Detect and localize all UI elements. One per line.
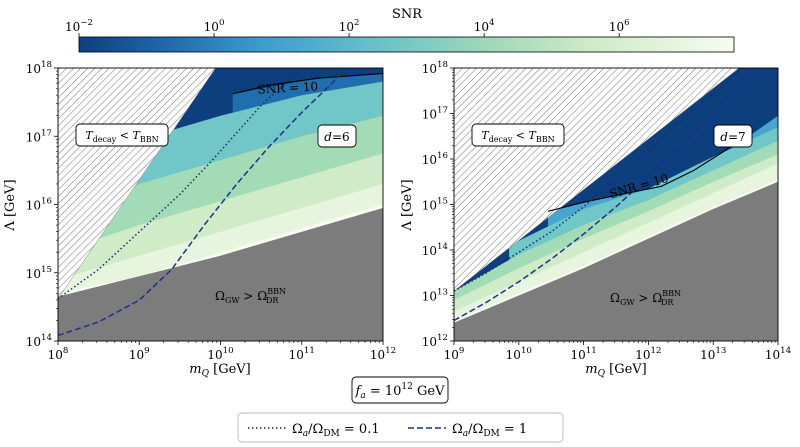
- x-tick-label: 109: [444, 346, 465, 362]
- svg-text:Tdecay < TBBN: Tdecay < TBBN: [85, 129, 158, 144]
- svg-text:Tdecay < TBBN: Tdecay < TBBN: [481, 129, 554, 144]
- colorbar-tick-label: 104: [474, 18, 495, 34]
- x-tick-label: 1012: [370, 346, 396, 362]
- legend-dashed-label: Ωa/ΩDM = 1: [452, 422, 527, 439]
- excluded-region-label: Tdecay < TBBN: [75, 123, 169, 147]
- x-tick-label: 1013: [700, 346, 726, 362]
- panel-d6: 108 109 1010 1011 1012 1014 1015 1016 1017 1018 Td…: [26, 60, 396, 362]
- x-tick-label: 1010: [506, 346, 532, 362]
- x-tick-label: 1012: [635, 346, 661, 362]
- y-tick-label: 1018: [26, 60, 52, 76]
- legend: Ωa/ΩDM = 0.1 Ωa/ΩDM = 1: [237, 412, 564, 443]
- dotted-curve-omega-0p1: [58, 68, 303, 300]
- dimension-label: d=6: [317, 124, 357, 148]
- dashed-curve-omega-1: [58, 68, 347, 337]
- ylabel-d7: Λ [GeV]: [400, 179, 415, 231]
- colorbar-title: SNR: [392, 7, 423, 22]
- y-tick-label: 1014: [422, 242, 449, 258]
- y-tick-label: 1016: [26, 197, 52, 213]
- bbn-excluded-region: [454, 181, 778, 341]
- colorbar-tick-label: 10−2: [65, 18, 93, 34]
- svg-text:Λ [GeV]: Λ [GeV]: [3, 179, 18, 231]
- svg-text:d=6: d=6: [324, 130, 349, 144]
- xlabel-d6: mQ [GeV]: [189, 362, 250, 379]
- axes-d7: 109 1010 1011 1012 1013 1014 1012 1013 1014 1015 1…: [422, 60, 792, 362]
- y-tick-label: 1014: [26, 333, 53, 349]
- snr10-contour: [547, 131, 746, 212]
- dotted-curve-omega-0p1: [454, 68, 743, 292]
- panel-d7: 109 1010 1011 1012 1013 1014 1012 1013 1014 1015 1…: [422, 60, 792, 362]
- legend-dotted-label: Ωa/ΩDM = 0.1: [292, 422, 380, 439]
- y-tick-label: 1017: [26, 128, 52, 144]
- colorbar-tick-label: 100: [204, 18, 225, 34]
- svg-text:mQ [GeV]: mQ [GeV]: [585, 362, 646, 379]
- svg-text:d=7: d=7: [720, 130, 745, 144]
- x-tick-label: 1010: [207, 346, 233, 362]
- x-tick-label: 1014: [765, 346, 792, 362]
- bbn-region-label: ΩGW > ΩBBN DR: [215, 287, 286, 305]
- y-tick-label: 1015: [422, 197, 448, 213]
- plot-area-d7: [454, 68, 778, 341]
- colorbar-tick-label: 102: [339, 18, 360, 34]
- xlabel-d7: mQ [GeV]: [585, 362, 646, 379]
- y-tick-label: 1017: [422, 106, 448, 122]
- y-tick-label: 1016: [422, 151, 448, 167]
- axes-d6: 108 109 1010 1011 1012 1014 1015 1016 1017 1018 Td…: [26, 60, 396, 362]
- snr10-contour: [232, 72, 383, 95]
- fa-label: fa = 1012 GeV: [351, 376, 449, 404]
- colorbar-ticks: 10−2 100 102 104 106: [65, 18, 630, 37]
- ylabel-d6: Λ [GeV]: [3, 179, 18, 231]
- plot-area-d6: [58, 68, 383, 341]
- svg-text:fa = 1012 GeV: fa = 1012 GeV: [355, 382, 446, 401]
- svg-text:mQ [GeV]: mQ [GeV]: [189, 362, 250, 379]
- colorbar: [78, 36, 735, 53]
- dashed-curve-omega-1: [454, 68, 753, 322]
- bbn-region-label: ΩGW > ΩBBN DR: [610, 289, 681, 307]
- svg-text:Λ [GeV]: Λ [GeV]: [400, 179, 415, 231]
- y-tick-label: 1012: [422, 333, 448, 349]
- colorbar-tick-label: 106: [609, 18, 630, 34]
- y-tick-label: 1018: [422, 60, 448, 76]
- dimension-label: d=7: [713, 124, 753, 148]
- y-tick-label: 1013: [422, 288, 448, 304]
- x-tick-label: 1011: [570, 346, 596, 362]
- x-tick-label: 108: [48, 346, 69, 362]
- x-tick-label: 1011: [289, 346, 315, 362]
- bbn-excluded-region: [58, 207, 383, 341]
- snr10-label: SNR = 10: [257, 79, 318, 96]
- x-tick-label: 109: [129, 346, 150, 362]
- y-tick-label: 1015: [26, 265, 52, 281]
- excluded-region-label: Tdecay < TBBN: [471, 123, 565, 147]
